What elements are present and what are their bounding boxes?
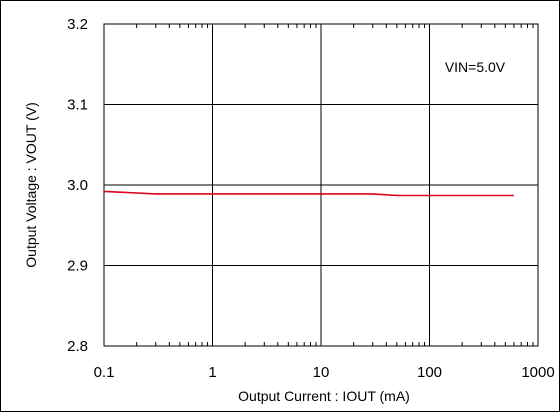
grid bbox=[104, 24, 538, 346]
y-tick-label: 3.1 bbox=[67, 97, 88, 114]
x-tick-label: 1000 bbox=[521, 364, 554, 381]
series-layer bbox=[103, 190, 514, 197]
y-tick-label: 2.9 bbox=[67, 258, 88, 275]
x-tick-label: 10 bbox=[313, 364, 330, 381]
y-tick-label: 3.0 bbox=[67, 177, 88, 194]
x-tick-label: 100 bbox=[417, 364, 442, 381]
y-tick-label: 2.8 bbox=[67, 338, 88, 355]
x-axis-label: Output Current : IOUT (mA) bbox=[238, 388, 410, 404]
x-tick-labels: 0.1 1 10 100 1000 bbox=[94, 364, 555, 381]
x-tick-label: 0.1 bbox=[94, 364, 115, 381]
annotation-vin: VIN=5.0V bbox=[445, 59, 506, 75]
x-tick-label: 1 bbox=[208, 364, 216, 381]
y-tick-labels: 2.8 2.9 3.0 3.1 3.2 bbox=[67, 16, 88, 355]
series-line-1 bbox=[103, 190, 514, 197]
plot-area bbox=[103, 23, 539, 347]
y-tick-label: 3.2 bbox=[67, 16, 88, 33]
y-axis-label: Output Voltage : VOUT (V) bbox=[23, 102, 39, 267]
minor-ticks bbox=[136, 24, 534, 346]
